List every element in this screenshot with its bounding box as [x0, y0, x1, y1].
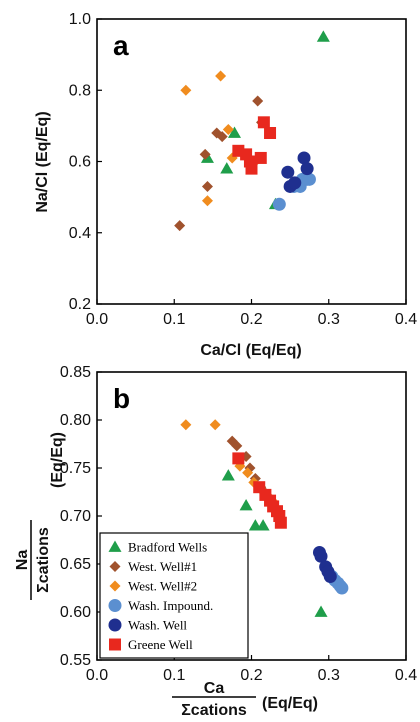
data-point [300, 162, 314, 176]
x-tick-label: 0.1 [163, 311, 185, 328]
x-tick-label: 0.4 [395, 667, 417, 684]
data-point [314, 605, 328, 617]
y-axis-label-unit: (Eq/Eq) [49, 432, 66, 488]
x-tick-label: 0.0 [86, 311, 108, 328]
panel-b: 0.0 0.1 0.2 0.3 0.4 0.55 0.60 0.65 0.70 0.75 0.80 0… [14, 364, 417, 719]
x-tick-label: 0.4 [395, 311, 417, 328]
data-point [316, 30, 330, 42]
data-point [254, 151, 267, 164]
data-point [264, 127, 277, 139]
series-wash-well [312, 545, 337, 583]
series-greene-well [232, 116, 277, 175]
panel-label: a [113, 30, 129, 61]
y-tick-label: 0.75 [60, 460, 91, 477]
data-point [252, 95, 264, 107]
data-point [174, 220, 186, 232]
y-axis-label-denominator: Σcations [35, 527, 52, 593]
data-point [239, 498, 253, 511]
legend-marker [109, 561, 121, 572]
data-point [221, 469, 235, 481]
y-tick-label: 0.2 [69, 296, 91, 313]
y-tick-label: 0.65 [60, 556, 91, 573]
data-point [257, 116, 270, 129]
data-point [231, 440, 243, 452]
data-point [180, 419, 192, 431]
data-point [201, 180, 213, 192]
y-tick-label: 0.4 [69, 225, 91, 242]
data-point [256, 519, 270, 531]
x-tick-label: 0.3 [318, 667, 340, 684]
x-tick-label: 0.0 [86, 667, 108, 684]
x-tick-label: 0.3 [318, 311, 340, 328]
legend-label: Bradford Wells [128, 540, 207, 555]
legend-marker [108, 618, 122, 632]
series-bradford-wells [221, 469, 328, 617]
data-point [288, 176, 302, 190]
x-axis-label-denominator: Σcations [181, 702, 247, 719]
data-point [220, 162, 234, 174]
data-point [242, 467, 254, 479]
data-point [199, 148, 211, 160]
x-tick-label: 0.2 [240, 667, 262, 684]
y-tick-label: 0.70 [60, 508, 91, 525]
data-point [323, 569, 337, 583]
legend-label: West. Well#2 [128, 579, 197, 594]
legend-label: Greene Well [128, 637, 193, 652]
data-point [297, 151, 311, 165]
x-axis-label: Ca/Cl (Eq/Eq) [200, 342, 301, 359]
x-tick-label: 0.1 [163, 667, 185, 684]
legend-label: West. Well#1 [128, 559, 197, 574]
x-axis-label-numerator: Ca [204, 680, 225, 697]
data-point [272, 197, 286, 211]
data-point [216, 131, 228, 143]
data-point [232, 452, 245, 465]
data-point [302, 172, 316, 186]
series-west-well-1 [174, 95, 268, 232]
y-axis-label: Na Σcations [14, 520, 52, 600]
y-tick-label: 0.85 [60, 364, 91, 381]
data-point [245, 162, 258, 175]
data-point [314, 549, 328, 563]
x-axis-label-unit: (Eq/Eq) [262, 695, 318, 712]
y-tick-label: 0.80 [60, 412, 91, 429]
y-tick-label: 0.55 [60, 652, 91, 669]
y-tick-label: 0.8 [69, 82, 91, 99]
legend-marker [109, 580, 121, 592]
panel-label: b [113, 383, 130, 414]
series-wash-well [281, 151, 314, 193]
data-point [222, 123, 234, 135]
data-point [215, 70, 227, 82]
legend-label: Wash. Impound. [128, 598, 213, 613]
data-point [180, 84, 192, 96]
legend-marker [108, 540, 122, 552]
y-axis-label: Na/Cl (Eq/Eq) [34, 111, 51, 212]
series-greene-well [232, 452, 287, 529]
data-point [209, 419, 221, 431]
y-tick-label: 1.0 [69, 11, 91, 28]
panel-a: 0.0 0.1 0.2 0.3 0.4 0.2 0.4 0.6 0.8 1.0 a Ca/Cl (Eq… [34, 11, 417, 359]
data-point [274, 516, 287, 529]
y-tick-label: 0.60 [60, 604, 91, 621]
y-tick-label: 0.6 [69, 154, 91, 171]
legend-marker [108, 599, 122, 612]
data-point [335, 581, 349, 595]
legend-marker [109, 638, 121, 651]
legend-box [99, 532, 249, 659]
data-point [281, 165, 295, 179]
legend: Bradford Wells West. Well#1 West. Well#2 Wa… [99, 532, 249, 659]
y-axis-label-numerator: Na [14, 550, 31, 571]
x-tick-label: 0.2 [240, 311, 262, 328]
data-point [228, 126, 242, 138]
legend-label: Wash. Well [128, 618, 187, 633]
data-point [201, 195, 213, 207]
